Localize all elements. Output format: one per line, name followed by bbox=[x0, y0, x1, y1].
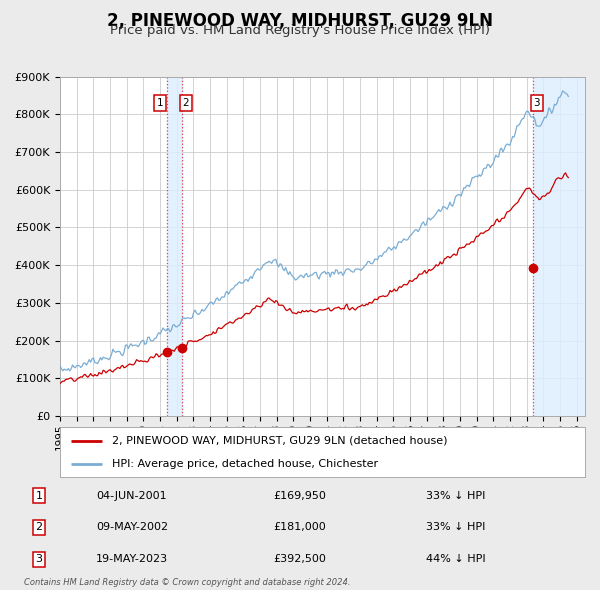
Text: 3: 3 bbox=[35, 555, 43, 564]
Text: 2, PINEWOOD WAY, MIDHURST, GU29 9LN (detached house): 2, PINEWOOD WAY, MIDHURST, GU29 9LN (det… bbox=[113, 435, 448, 445]
Text: Contains HM Land Registry data © Crown copyright and database right 2024.: Contains HM Land Registry data © Crown c… bbox=[24, 578, 350, 587]
Bar bbox=[533, 77, 585, 416]
Text: £169,950: £169,950 bbox=[274, 491, 326, 500]
Text: 09-MAY-2002: 09-MAY-2002 bbox=[96, 523, 168, 532]
Text: 33% ↓ HPI: 33% ↓ HPI bbox=[427, 523, 485, 532]
Text: £181,000: £181,000 bbox=[274, 523, 326, 532]
Text: 19-MAY-2023: 19-MAY-2023 bbox=[96, 555, 168, 564]
Text: 2: 2 bbox=[182, 98, 189, 108]
Text: 3: 3 bbox=[533, 98, 540, 108]
Text: Price paid vs. HM Land Registry's House Price Index (HPI): Price paid vs. HM Land Registry's House … bbox=[110, 24, 490, 37]
Text: 1: 1 bbox=[35, 491, 43, 500]
Text: 1: 1 bbox=[157, 98, 163, 108]
Text: 33% ↓ HPI: 33% ↓ HPI bbox=[427, 491, 485, 500]
Bar bbox=[167, 77, 182, 416]
Text: £392,500: £392,500 bbox=[274, 555, 326, 564]
Text: 2, PINEWOOD WAY, MIDHURST, GU29 9LN: 2, PINEWOOD WAY, MIDHURST, GU29 9LN bbox=[107, 12, 493, 30]
Text: 44% ↓ HPI: 44% ↓ HPI bbox=[426, 555, 486, 564]
Text: 04-JUN-2001: 04-JUN-2001 bbox=[97, 491, 167, 500]
Text: HPI: Average price, detached house, Chichester: HPI: Average price, detached house, Chic… bbox=[113, 459, 379, 469]
Text: 2: 2 bbox=[35, 523, 43, 532]
